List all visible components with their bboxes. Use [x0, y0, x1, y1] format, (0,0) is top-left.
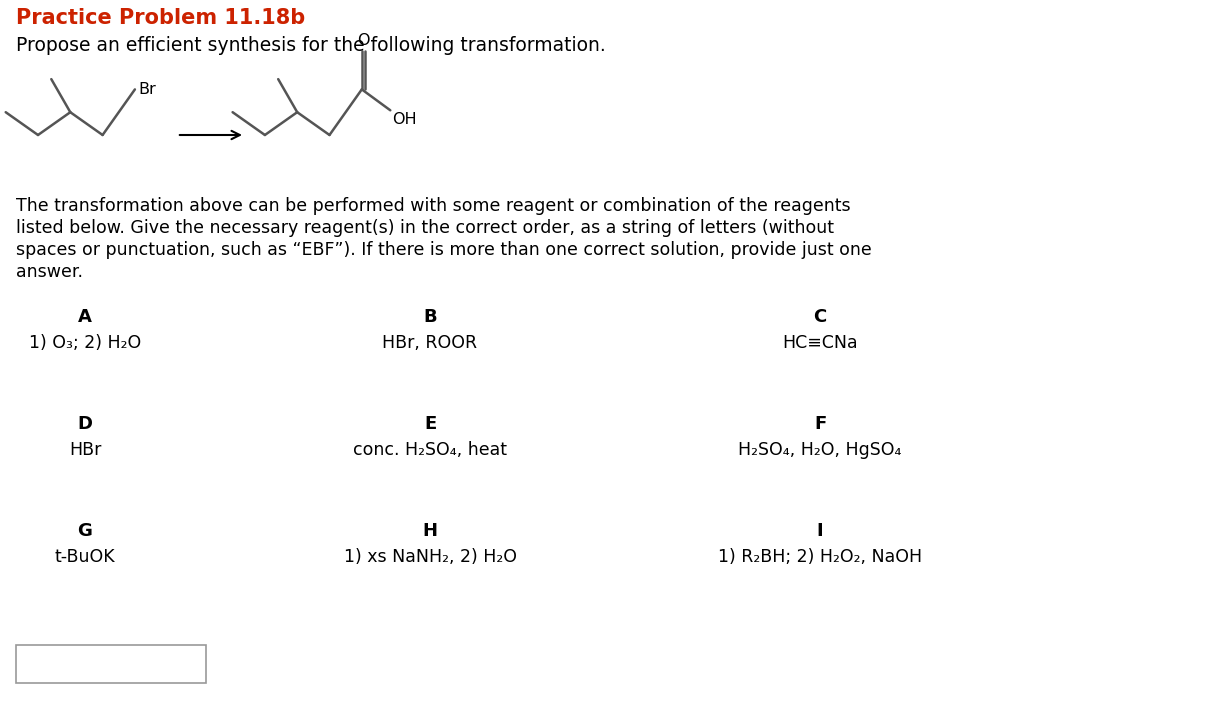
Text: B: B: [423, 308, 437, 326]
Text: OH: OH: [392, 112, 416, 127]
Text: spaces or punctuation, such as “EBF”). If there is more than one correct solutio: spaces or punctuation, such as “EBF”). I…: [16, 241, 872, 259]
Text: t-BuOK: t-BuOK: [54, 548, 116, 566]
Text: answer.: answer.: [16, 263, 83, 281]
Text: The transformation above can be performed with some reagent or combination of th: The transformation above can be performe…: [16, 197, 850, 215]
Text: conc. H₂SO₄, heat: conc. H₂SO₄, heat: [354, 441, 508, 459]
Text: Br: Br: [138, 82, 155, 97]
Text: 1) O₃; 2) H₂O: 1) O₃; 2) H₂O: [28, 334, 142, 352]
Text: HBr: HBr: [69, 441, 101, 459]
Text: Propose an efficient synthesis for the following transformation.: Propose an efficient synthesis for the f…: [16, 36, 606, 55]
Text: O: O: [357, 34, 370, 48]
Text: 1) R₂BH; 2) H₂O₂, NaOH: 1) R₂BH; 2) H₂O₂, NaOH: [718, 548, 922, 566]
Text: A: A: [78, 308, 92, 326]
Text: F: F: [814, 415, 827, 433]
Bar: [16, 645, 206, 683]
Text: H: H: [423, 522, 437, 540]
Text: HBr, ROOR: HBr, ROOR: [382, 334, 478, 352]
Text: D: D: [78, 415, 92, 433]
Text: E: E: [424, 415, 436, 433]
Text: Practice Problem 11.18b: Practice Problem 11.18b: [16, 8, 306, 28]
Text: G: G: [78, 522, 92, 540]
Text: 1) xs NaNH₂, 2) H₂O: 1) xs NaNH₂, 2) H₂O: [344, 548, 516, 566]
Text: HC≡CNa: HC≡CNa: [782, 334, 857, 352]
Text: H₂SO₄, H₂O, HgSO₄: H₂SO₄, H₂O, HgSO₄: [738, 441, 902, 459]
Text: C: C: [813, 308, 827, 326]
Text: I: I: [817, 522, 823, 540]
Text: listed below. Give the necessary reagent(s) in the correct order, as a string of: listed below. Give the necessary reagent…: [16, 219, 834, 237]
